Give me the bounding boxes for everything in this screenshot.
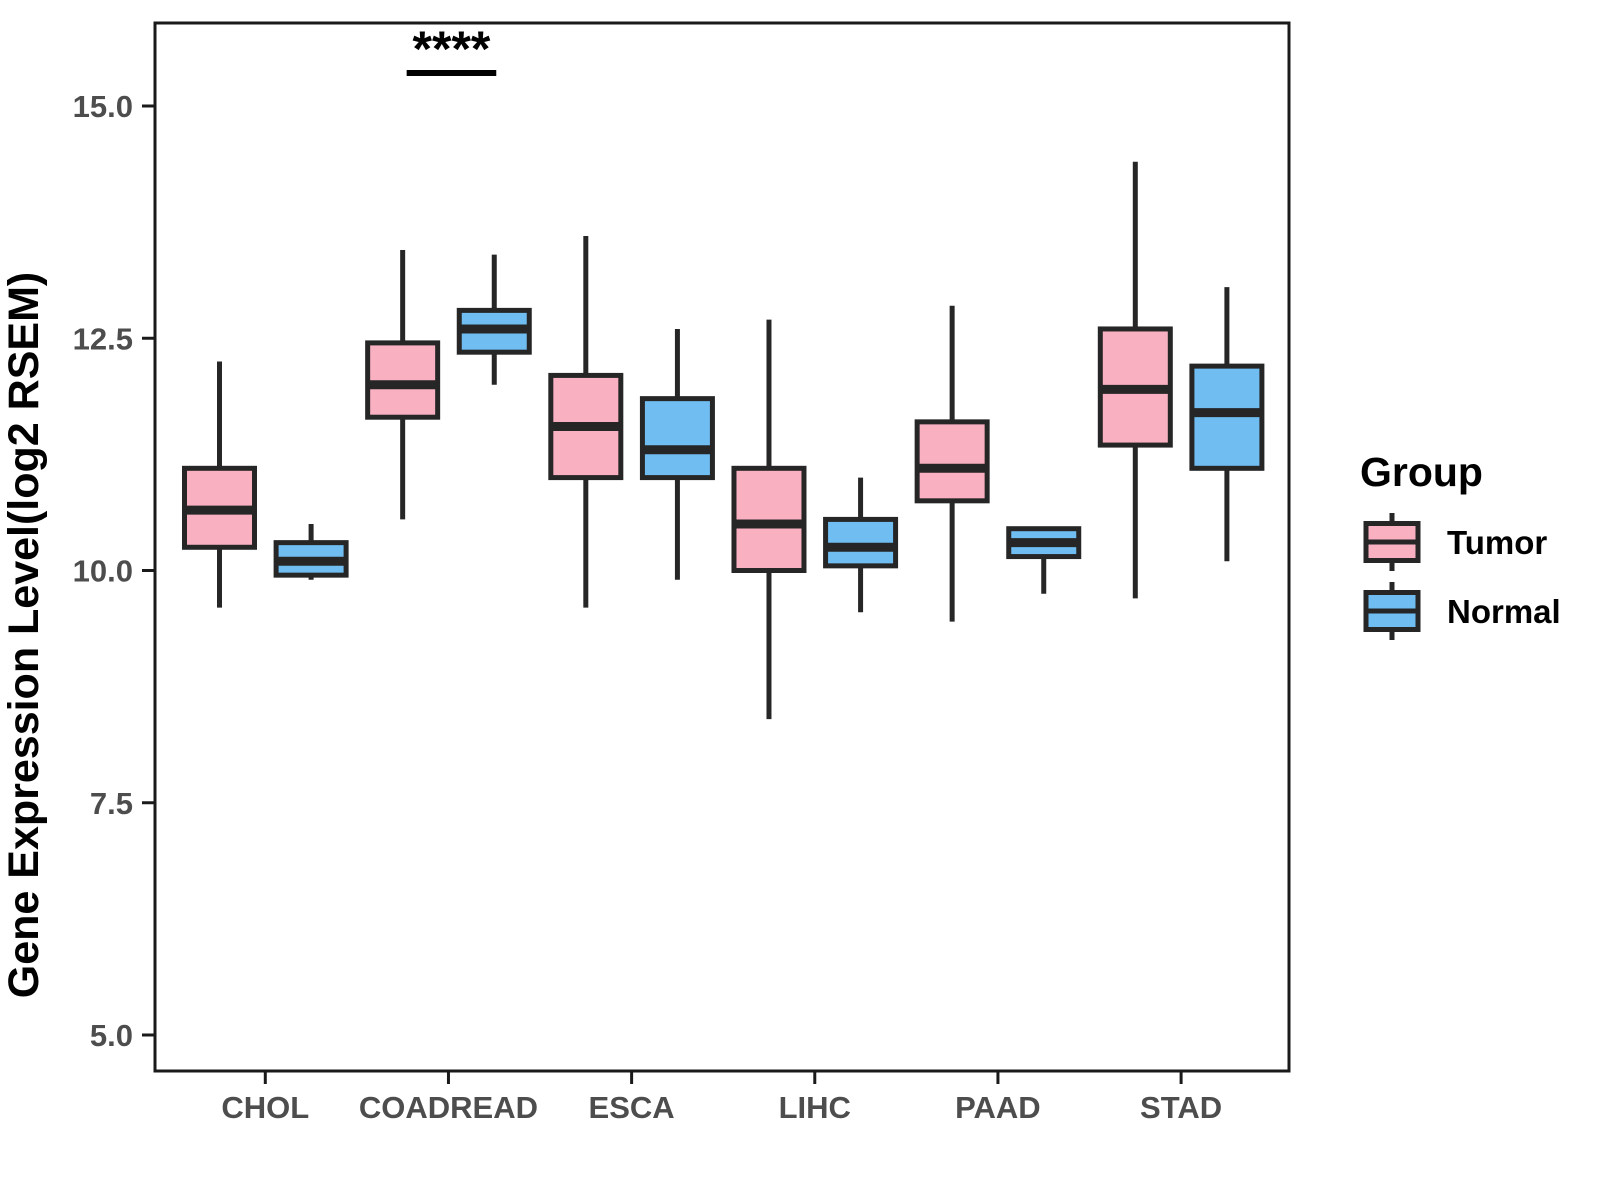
box-lihc-normal (823, 516, 899, 569)
significance-stars-coadread: **** (413, 21, 491, 77)
y-tick-label: 15.0 (73, 89, 133, 124)
box-paad-tumor (914, 419, 990, 504)
legend-item-normal: Normal (1363, 582, 1561, 640)
box-esca-normal (639, 396, 715, 481)
x-tick-label-chol: CHOL (221, 1090, 309, 1125)
legend-item-tumor: Tumor (1363, 513, 1547, 571)
x-tick-label-esca: ESCA (589, 1090, 675, 1125)
legend-title: Group (1360, 449, 1483, 495)
y-tick-label: 7.5 (90, 786, 133, 821)
x-tick-label-lihc: LIHC (779, 1090, 851, 1125)
legend-label-tumor: Tumor (1447, 524, 1547, 561)
box-stad-normal (1189, 363, 1265, 471)
y-axis-title: Gene Expression Level(log2 RSEM) (0, 272, 48, 998)
box-coadread-tumor (365, 340, 441, 420)
y-tick-label: 5.0 (90, 1018, 133, 1053)
panel-border (153, 21, 1291, 1073)
legend-label-normal: Normal (1447, 593, 1561, 630)
x-tick-label-coadread: COADREAD (359, 1090, 538, 1125)
box-lihc-tumor (731, 465, 807, 573)
x-tick-label-stad: STAD (1140, 1090, 1222, 1125)
y-tick-label: 10.0 (73, 554, 133, 589)
x-tick-label-paad: PAAD (955, 1090, 1041, 1125)
y-tick-label: 12.5 (73, 321, 133, 356)
